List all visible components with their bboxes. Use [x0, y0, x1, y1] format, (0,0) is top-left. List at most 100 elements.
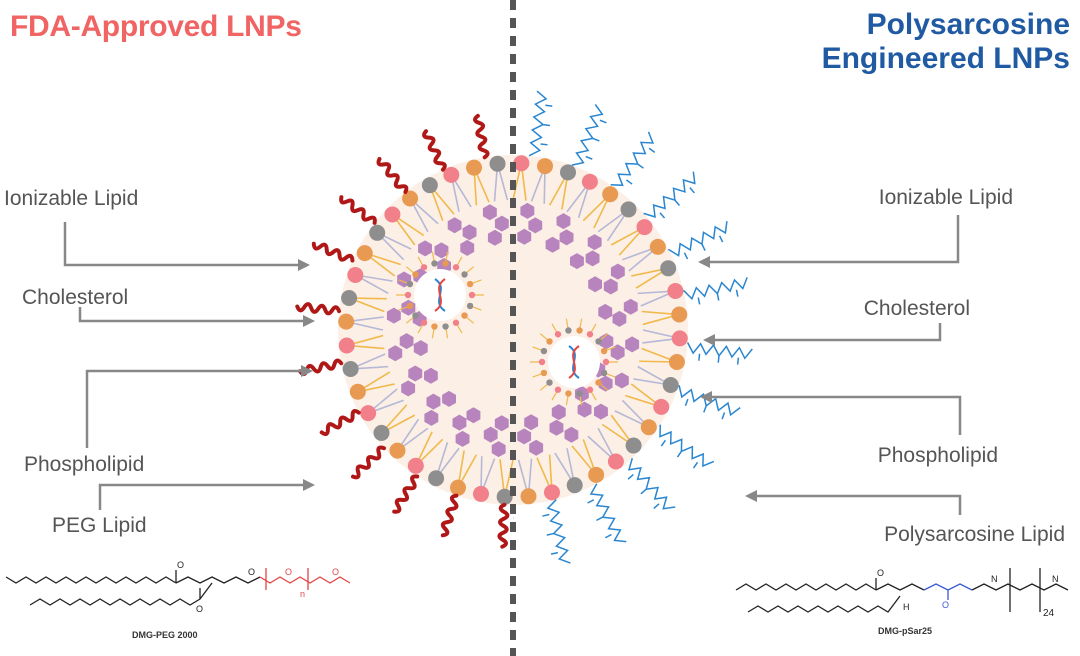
lipid-head — [667, 283, 684, 300]
cholesterol-ring — [388, 345, 403, 362]
lipid-head — [338, 337, 355, 354]
lipid-head — [607, 453, 624, 470]
psar-atom-n: N — [991, 574, 998, 584]
lipid-head — [625, 437, 642, 454]
psar-carbonyl — [692, 461, 699, 469]
mrna-vesicle-right — [530, 318, 618, 406]
vesicle-head — [600, 347, 608, 355]
psar-carbonyl — [698, 353, 701, 361]
cholesterol-ring — [520, 202, 535, 219]
cholesterol-ring — [413, 340, 428, 357]
lipid-head — [543, 484, 560, 501]
lipid-head — [421, 177, 438, 194]
psar-atom-n: N — [1052, 574, 1059, 584]
vesicle-head — [576, 327, 583, 334]
cholesterol-ring — [460, 239, 475, 256]
vesicle-head — [442, 260, 449, 267]
cholesterol-ring — [598, 375, 613, 392]
peg-chain — [392, 474, 420, 514]
vesicle-head — [540, 347, 548, 355]
psar-chain — [668, 221, 728, 257]
peg-chain — [440, 493, 459, 538]
cholesterol-ring — [399, 333, 414, 350]
cholesterol-ring — [442, 390, 456, 407]
peg-chain — [319, 408, 361, 437]
vesicle-head — [461, 271, 468, 278]
lipid-head — [349, 383, 366, 400]
psar-carbonyl — [703, 405, 707, 413]
vesicle-head — [431, 260, 438, 267]
label-right-ionizable-lipid: Ionizable Lipid — [878, 186, 1013, 209]
label-left-cholesterol: Cholesterol — [22, 286, 129, 309]
cholesterol-ring — [517, 428, 532, 445]
peg-subscript: n — [300, 589, 305, 599]
cholesterol-ring — [551, 404, 566, 421]
peg-chain — [311, 241, 355, 263]
dmg-psar-structure — [735, 568, 1069, 613]
label-left-ionizable-lipid: Ionizable Lipid — [4, 187, 139, 210]
cholesterol-ring — [585, 250, 600, 267]
cholesterol-ring — [401, 380, 416, 397]
pointer-right-ionizable — [708, 215, 960, 264]
cholesterol-ring — [528, 217, 543, 234]
caption-dmg-psar: DMG-pSar25 — [878, 626, 933, 636]
vesicle-head — [546, 338, 553, 345]
label-right-phospholipid: Phospholipid — [877, 444, 998, 467]
peg-chain — [295, 302, 341, 316]
lipid-head — [384, 206, 401, 223]
vesicle-head — [442, 323, 449, 330]
vesicle-head — [546, 379, 553, 386]
cholesterol-ring — [577, 401, 592, 418]
vesicle-head — [540, 369, 548, 377]
cholesterol-ring — [517, 228, 532, 245]
psar-carbonyl — [592, 137, 600, 142]
arrowhead — [298, 259, 310, 271]
psar-carbonyl — [718, 235, 724, 243]
vesicle-head — [452, 264, 460, 271]
psar-chain — [589, 483, 627, 543]
cholesterol-ring — [447, 217, 462, 234]
arrowhead — [703, 334, 715, 346]
pointer-left-phospholipid — [85, 369, 303, 448]
lipid-head — [369, 224, 386, 241]
psar-carbonyl — [546, 532, 554, 536]
cholesterol-ring — [483, 426, 498, 443]
peg-atom-o: O — [196, 604, 203, 614]
lipid-head — [671, 330, 688, 347]
dna-strand — [568, 345, 580, 379]
cholesterol-ring — [452, 414, 467, 431]
cholesterol-ring — [462, 224, 477, 241]
vesicle-head — [412, 312, 419, 319]
psar-chain — [571, 104, 604, 166]
cholesterol-ring — [610, 344, 625, 361]
peg-chain — [473, 113, 490, 160]
label-right-cholesterol: Cholesterol — [863, 297, 970, 320]
caption-dmg-peg: DMG-PEG 2000 — [132, 630, 198, 640]
vesicle-head — [554, 386, 562, 393]
psar-chain — [528, 90, 548, 157]
vesicle-head — [538, 358, 546, 366]
cholesterol-ring — [549, 419, 564, 436]
lipid-head — [402, 190, 419, 207]
cholesterol-ring — [494, 415, 509, 432]
pointer-right-cholesterol — [713, 323, 942, 342]
cholesterol-ring — [424, 367, 438, 384]
cholesterol-ring — [610, 263, 625, 280]
cholesterol-ring — [529, 439, 544, 456]
cholesterol-ring — [564, 426, 579, 443]
cholesterol-ring — [434, 242, 449, 259]
psar-carbonyl — [660, 439, 666, 447]
cholesterol-ring — [494, 215, 509, 232]
pointer-right-phospholipid — [710, 395, 962, 435]
lipid-head — [640, 419, 657, 436]
psar-carbonyl — [542, 123, 551, 127]
cholesterol-ring — [491, 441, 506, 458]
psar-chain — [659, 424, 715, 468]
lipid-head — [338, 313, 355, 330]
vesicle-head — [468, 291, 476, 299]
pointer-left-peg — [98, 483, 305, 510]
label-left-phospholipid: Phospholipid — [24, 453, 145, 476]
cholesterol-ring — [408, 365, 423, 382]
peg-atom-o: O — [285, 567, 292, 577]
peg-chain — [351, 445, 386, 480]
